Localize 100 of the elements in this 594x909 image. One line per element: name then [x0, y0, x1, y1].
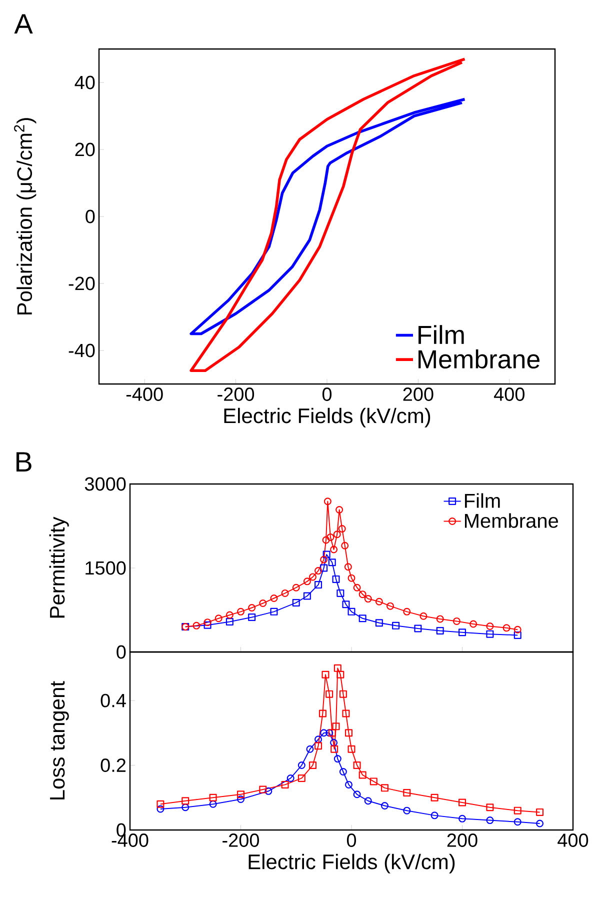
point — [502, 624, 510, 632]
point — [348, 608, 356, 616]
point — [342, 710, 350, 718]
point — [414, 624, 422, 632]
point — [514, 818, 522, 826]
point — [336, 506, 344, 514]
point — [336, 589, 344, 597]
point — [330, 745, 338, 753]
point — [536, 808, 544, 816]
point — [156, 805, 164, 813]
x-tick-label: 0 — [322, 388, 332, 401]
point — [458, 814, 466, 822]
point — [209, 794, 217, 802]
point — [338, 525, 346, 533]
point — [237, 608, 244, 616]
point — [375, 598, 383, 606]
point — [430, 794, 438, 802]
point — [209, 800, 217, 808]
point — [342, 600, 350, 608]
point — [452, 617, 460, 625]
point — [336, 670, 344, 678]
point — [326, 690, 334, 698]
point — [322, 550, 330, 558]
point — [326, 533, 334, 541]
y-axis-title: Polarization (μC/cm$^{2}$) — [14, 118, 36, 314]
point — [298, 762, 306, 770]
point — [320, 729, 328, 737]
point — [226, 618, 234, 626]
point — [358, 771, 366, 779]
text: A — [14, 14, 33, 34]
point — [436, 615, 444, 623]
point — [314, 581, 322, 589]
point — [514, 806, 522, 814]
point — [380, 802, 388, 810]
y-tick-label: 40 — [74, 76, 95, 90]
point — [348, 574, 356, 582]
point — [292, 598, 300, 606]
point — [430, 812, 438, 820]
point — [292, 584, 300, 592]
point — [237, 796, 244, 804]
point — [226, 611, 234, 619]
point — [204, 618, 212, 626]
point — [270, 594, 278, 602]
x-tick-label: 0 — [346, 834, 356, 847]
point — [392, 622, 400, 630]
point — [486, 804, 494, 812]
point — [436, 626, 444, 634]
point — [298, 774, 306, 782]
point — [322, 670, 330, 678]
y-tick-label: 3000 — [84, 477, 126, 491]
point — [339, 690, 347, 698]
point — [182, 797, 190, 805]
point — [182, 804, 190, 812]
point — [348, 745, 356, 753]
y-axis-title: Loss tangent — [50, 681, 69, 800]
point — [344, 729, 352, 737]
point — [514, 626, 522, 634]
point — [320, 564, 328, 572]
point — [330, 546, 338, 554]
x-tick-label: 400 — [558, 834, 588, 847]
point — [281, 589, 289, 597]
point — [344, 780, 352, 788]
x-tick-label: 200 — [403, 388, 434, 401]
legend-label: Membrane — [464, 513, 558, 528]
point — [326, 729, 334, 737]
x-axis-title: Electric Fields (kV/cm) — [224, 408, 430, 428]
point — [314, 567, 322, 575]
point — [333, 530, 341, 538]
point — [192, 622, 200, 630]
point — [248, 604, 256, 612]
point — [339, 768, 347, 776]
point — [314, 736, 322, 744]
point — [248, 614, 256, 622]
point — [330, 738, 338, 746]
point — [270, 608, 278, 616]
point — [341, 542, 349, 550]
point — [370, 778, 378, 786]
legend-label: Film — [418, 325, 464, 344]
point — [358, 590, 366, 598]
y-tick-label: 0.4 — [100, 694, 126, 708]
x-tick-label: -400 — [126, 388, 163, 401]
point — [403, 806, 411, 814]
point — [514, 631, 522, 639]
point — [214, 614, 222, 622]
point — [306, 745, 314, 753]
point — [320, 556, 328, 564]
point — [332, 722, 340, 730]
point — [334, 755, 342, 763]
point — [403, 789, 411, 797]
point — [358, 614, 366, 622]
point — [486, 622, 494, 630]
point — [386, 602, 394, 610]
point — [303, 592, 311, 600]
point — [322, 536, 330, 544]
x-tick-label: 200 — [447, 834, 478, 847]
point — [470, 620, 478, 628]
point — [318, 710, 326, 718]
y-tick-label: 0 — [86, 210, 95, 224]
point — [156, 800, 164, 808]
point — [259, 600, 267, 608]
